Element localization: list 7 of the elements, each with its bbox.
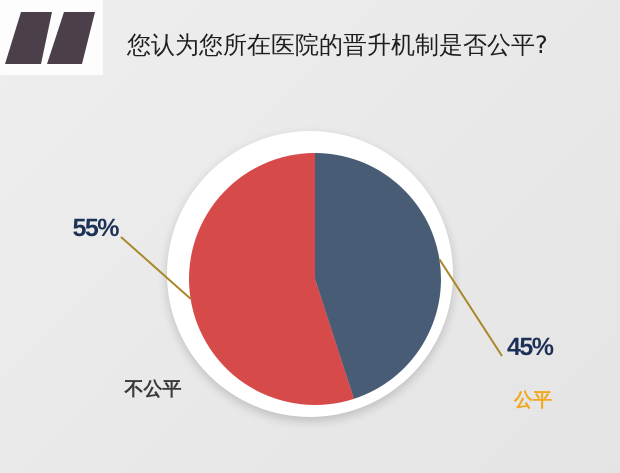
slice-label: 不公平 — [124, 378, 182, 400]
pie-slice — [189, 153, 354, 405]
slice-label: 公平 — [513, 389, 552, 411]
data-label: 55% — [72, 214, 120, 242]
data-label: 45% — [507, 333, 554, 361]
pie-slice — [315, 153, 441, 399]
chart-title: 您认为您所在医院的晋升机制是否公平? — [127, 30, 548, 61]
